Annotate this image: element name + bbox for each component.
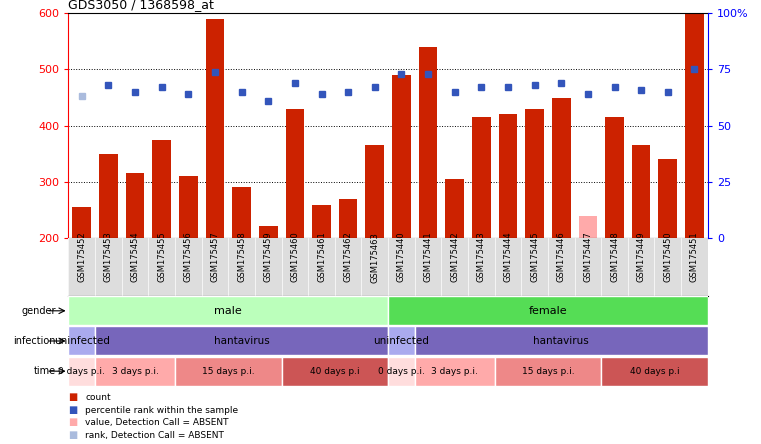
Bar <box>415 326 708 356</box>
Bar <box>472 117 491 238</box>
Bar <box>578 215 597 238</box>
Bar <box>605 117 624 238</box>
Bar <box>282 357 388 386</box>
Text: 40 days p.i: 40 days p.i <box>310 367 360 376</box>
Text: female: female <box>529 306 567 316</box>
Bar <box>601 357 708 386</box>
Text: 0 days p.i.: 0 days p.i. <box>378 367 425 376</box>
Text: hantavirus: hantavirus <box>533 336 589 346</box>
Bar <box>68 296 388 325</box>
Text: infection: infection <box>13 336 56 346</box>
Text: ■: ■ <box>68 429 78 440</box>
Text: hantavirus: hantavirus <box>214 336 269 346</box>
Text: GDS3050 / 1368598_at: GDS3050 / 1368598_at <box>68 0 215 11</box>
Text: uninfected: uninfected <box>374 336 429 346</box>
Bar <box>392 75 411 238</box>
Bar <box>68 326 95 356</box>
Text: value, Detection Call = ABSENT: value, Detection Call = ABSENT <box>85 418 229 427</box>
Bar <box>685 13 704 238</box>
Bar <box>175 357 282 386</box>
Bar <box>525 109 544 238</box>
Bar <box>495 357 601 386</box>
Text: percentile rank within the sample: percentile rank within the sample <box>85 406 238 415</box>
Bar <box>552 98 571 238</box>
Bar <box>419 47 438 238</box>
Bar <box>339 198 358 238</box>
Text: 3 days p.i.: 3 days p.i. <box>431 367 478 376</box>
Bar <box>72 207 91 238</box>
Bar <box>498 115 517 238</box>
Bar <box>99 154 118 238</box>
Bar <box>388 357 415 386</box>
Bar <box>259 226 278 238</box>
Bar <box>415 357 495 386</box>
Text: rank, Detection Call = ABSENT: rank, Detection Call = ABSENT <box>85 431 224 440</box>
Text: time: time <box>33 366 56 376</box>
Bar <box>388 326 415 356</box>
Text: gender: gender <box>21 306 56 316</box>
Bar <box>658 159 677 238</box>
Text: ■: ■ <box>68 392 78 402</box>
Text: uninfected: uninfected <box>54 336 110 346</box>
Text: 0 days p.i.: 0 days p.i. <box>59 367 105 376</box>
Bar <box>152 140 171 238</box>
Text: 15 days p.i.: 15 days p.i. <box>202 367 255 376</box>
Bar <box>205 19 224 238</box>
Bar <box>179 176 198 238</box>
Bar <box>312 206 331 238</box>
Text: male: male <box>215 306 242 316</box>
Bar <box>388 296 708 325</box>
Bar <box>95 326 388 356</box>
Bar <box>445 179 464 238</box>
Bar <box>126 174 145 238</box>
Bar <box>285 109 304 238</box>
Text: 3 days p.i.: 3 days p.i. <box>112 367 158 376</box>
Bar <box>95 357 175 386</box>
Text: count: count <box>85 393 111 402</box>
Bar <box>232 187 251 238</box>
Bar <box>68 357 95 386</box>
Text: ■: ■ <box>68 417 78 427</box>
Bar <box>365 145 384 238</box>
Bar <box>632 145 651 238</box>
Text: 15 days p.i.: 15 days p.i. <box>521 367 575 376</box>
Text: 40 days p.i: 40 days p.i <box>629 367 680 376</box>
Text: ■: ■ <box>68 404 78 415</box>
